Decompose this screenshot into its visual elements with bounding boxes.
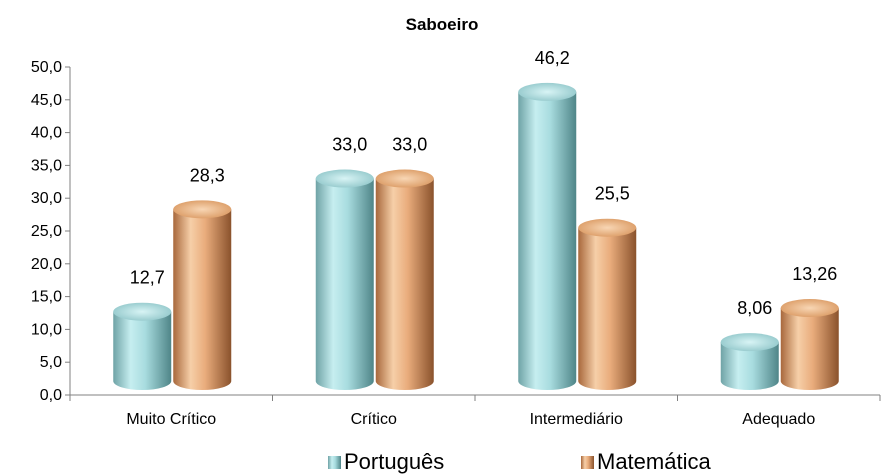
data-label: 46,2 [535,48,570,68]
data-label: 13,26 [792,264,837,284]
category-label: Muito Crítico [126,411,216,428]
chart-title: Saboeiro [406,15,479,34]
data-label: 33,0 [332,135,367,155]
legend: Português Matemática [328,449,711,474]
legend-swatch-portugues [328,456,341,469]
bar-portugues [720,333,779,390]
legend-label-portugues: Português [344,449,444,474]
data-label: 25,5 [595,184,630,204]
bar-matematica [173,200,232,390]
data-label: 28,3 [190,165,225,185]
data-label: 8,06 [737,298,772,318]
y-tick-label: 30,0 [31,190,62,207]
category-label: Intermediário [530,411,623,428]
bar-matematica [780,299,839,390]
y-tick-label: 20,0 [31,256,62,273]
legend-item-portugues: Português [328,449,444,474]
data-label: 12,7 [130,268,165,288]
legend-swatch-matematica [581,456,594,469]
legend-item-matematica: Matemática [581,449,711,474]
y-tick-label: 5,0 [40,354,62,371]
bar-portugues [315,169,374,390]
bar-portugues [518,82,577,390]
bar-portugues [113,302,172,390]
legend-label-matematica: Matemática [597,449,711,474]
y-tick-label: 0,0 [40,387,62,404]
y-tick-label: 40,0 [31,125,62,142]
bar-matematica [578,218,637,390]
y-tick-label: 25,0 [31,223,62,240]
y-tick-label: 35,0 [31,157,62,174]
data-label: 33,0 [392,135,427,155]
y-tick-label: 50,0 [31,59,62,76]
bar-matematica [375,169,434,390]
category-label: Adequado [742,411,815,428]
y-tick-label: 45,0 [31,92,62,109]
y-tick-label: 15,0 [31,289,62,306]
category-label: Crítico [351,411,397,428]
y-tick-label: 10,0 [31,321,62,338]
